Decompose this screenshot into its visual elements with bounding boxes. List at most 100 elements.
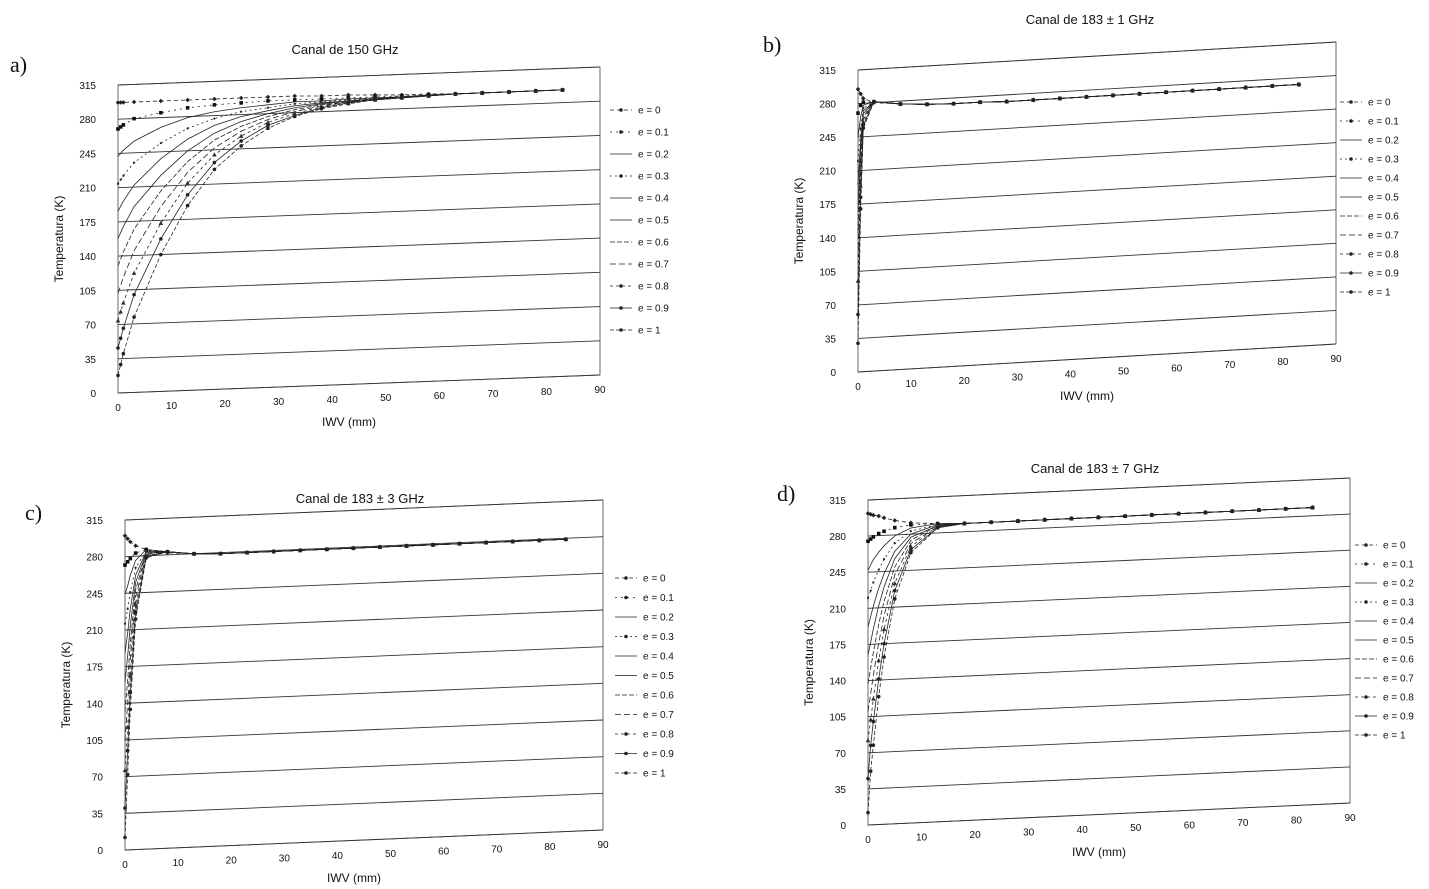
y-tick-label: 70	[835, 749, 847, 760]
data-point	[871, 535, 876, 539]
x-tick-label: 20	[959, 376, 971, 387]
data-point	[125, 559, 130, 564]
x-tick-label: 60	[1171, 363, 1183, 374]
data-point	[865, 737, 871, 743]
legend-entry: e = 0.5	[643, 671, 674, 682]
data-point	[868, 769, 873, 774]
data-point	[856, 341, 860, 346]
gridline	[124, 572, 604, 594]
data-point	[893, 542, 896, 545]
series-line	[867, 507, 1313, 525]
legend-marker	[1349, 271, 1353, 275]
data-point	[859, 127, 862, 130]
series-line	[857, 84, 1299, 315]
gridline	[857, 242, 1337, 272]
legend-entry: e = 0.5	[1368, 193, 1399, 204]
x-tick-label: 90	[597, 840, 609, 851]
x-tick-label: 90	[594, 385, 606, 396]
x-tick-label: 0	[115, 403, 121, 414]
legend-entry: e = 0	[643, 574, 666, 585]
legend-marker	[1364, 543, 1368, 547]
legend-marker	[1349, 157, 1353, 161]
data-point	[158, 220, 164, 226]
data-point	[266, 126, 270, 131]
data-point	[133, 617, 138, 621]
data-point	[123, 563, 127, 567]
data-point	[271, 549, 276, 554]
data-point	[882, 558, 886, 561]
y-tick-label: 175	[86, 663, 103, 674]
data-point	[115, 100, 121, 105]
data-point	[1004, 99, 1009, 104]
data-point	[1243, 85, 1248, 90]
legend-entry: e = 1	[643, 769, 666, 780]
data-point	[1164, 90, 1168, 95]
data-point	[126, 607, 129, 611]
series-line	[117, 89, 563, 321]
legend-entry: e = 1	[1368, 288, 1391, 299]
y-tick-label: 70	[92, 773, 104, 784]
y-tick-label: 105	[829, 713, 846, 724]
data-point	[373, 98, 377, 102]
panel-letter: b)	[763, 32, 782, 57]
y-tick-label: 140	[79, 252, 96, 263]
gridline	[124, 536, 604, 558]
y-tick-label: 245	[829, 568, 846, 579]
x-tick-label: 40	[327, 395, 339, 406]
legend-entry: e = 0.2	[1383, 579, 1414, 590]
legend-marker	[1364, 714, 1368, 718]
series-line	[867, 507, 1313, 628]
data-point	[238, 133, 244, 138]
x-axis-label: IWV (mm)	[1072, 845, 1126, 859]
legend-entry: e = 0.3	[1383, 598, 1414, 609]
gridline	[117, 340, 601, 360]
x-tick-label: 30	[279, 853, 291, 864]
legend-marker	[624, 634, 628, 639]
data-point	[1084, 95, 1089, 99]
legend-marker	[1364, 733, 1368, 737]
legend-entry: e = 0.4	[1383, 617, 1414, 628]
gridline	[124, 719, 604, 741]
data-point	[861, 126, 866, 130]
data-point	[123, 622, 127, 625]
data-point	[134, 566, 137, 569]
data-point	[265, 119, 271, 125]
data-point	[480, 91, 484, 95]
series-line	[117, 89, 563, 376]
data-point	[192, 551, 196, 556]
data-point	[457, 541, 462, 546]
x-tick-label: 70	[491, 844, 503, 855]
data-point	[240, 110, 243, 113]
data-point	[564, 537, 568, 542]
data-point	[400, 96, 404, 100]
data-point	[346, 96, 351, 100]
data-point	[872, 581, 875, 584]
legend-entry: e = 0.9	[1383, 712, 1414, 723]
y-axis-label: Temperatura (K)	[792, 178, 806, 265]
data-point	[118, 100, 123, 105]
data-point	[239, 144, 243, 148]
x-tick-label: 20	[220, 399, 232, 410]
x-tick-label: 30	[1012, 373, 1024, 384]
data-point	[118, 309, 123, 314]
data-point	[1058, 96, 1062, 101]
series-line	[117, 89, 563, 130]
data-point	[909, 550, 913, 555]
legend-entry: e = 0.4	[643, 652, 674, 663]
gridline	[867, 621, 1351, 645]
legend-entry: e = 0	[638, 106, 661, 117]
gridline	[124, 609, 604, 631]
legend-marker	[624, 595, 628, 600]
y-tick-label: 280	[819, 100, 836, 111]
chart-svg: 0 35 70 105 140 175 210 245 280 315 0 10 20 30 40 50 60 7…	[52, 66, 669, 429]
legend-entry: e = 0.8	[1368, 250, 1399, 261]
x-tick-label: 0	[855, 382, 861, 393]
y-tick-label: 105	[79, 286, 96, 297]
legend-marker	[619, 328, 623, 332]
data-point	[298, 548, 303, 553]
data-point	[212, 96, 217, 102]
data-point	[871, 696, 876, 701]
data-point	[131, 99, 137, 105]
legend-entry: e = 0.6	[643, 691, 674, 702]
data-point	[165, 549, 170, 554]
